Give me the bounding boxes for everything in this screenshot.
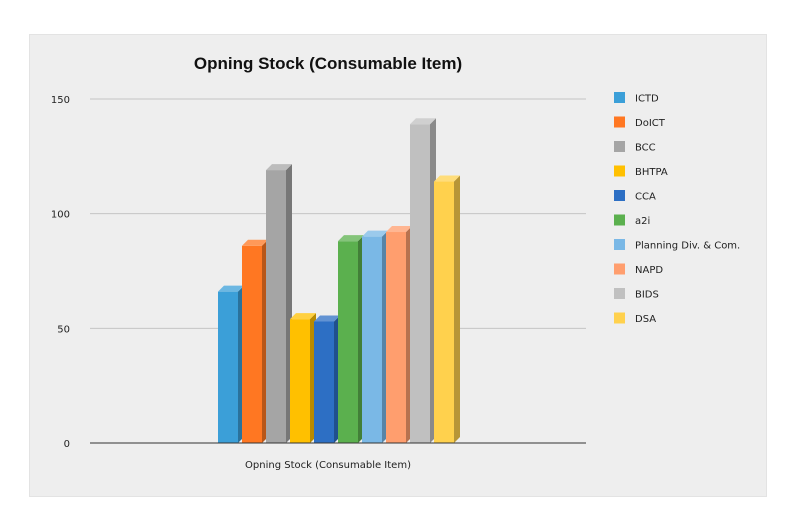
bar bbox=[338, 235, 364, 443]
legend-label: Planning Div. & Com. bbox=[635, 241, 740, 252]
bar-front bbox=[410, 124, 430, 443]
legend-item[interactable]: Planning Div. & Com. bbox=[614, 239, 740, 252]
legend-item[interactable]: DoICT bbox=[614, 116, 666, 130]
legend-swatch bbox=[614, 141, 625, 152]
legend-item[interactable]: NAPD bbox=[614, 263, 663, 277]
bar bbox=[290, 313, 316, 443]
bar bbox=[386, 226, 412, 443]
y-tick-label: 50 bbox=[57, 324, 70, 335]
legend-swatch bbox=[614, 214, 625, 226]
legend-item[interactable]: BIDS bbox=[614, 288, 659, 301]
bar-side bbox=[454, 175, 460, 443]
legend-swatch bbox=[614, 288, 625, 299]
legend-swatch bbox=[614, 312, 625, 324]
legend-swatch bbox=[614, 190, 625, 201]
legend[interactable]: ICTD DoICT BCC BHTPA CCA a2i Planning Div. & C… bbox=[614, 92, 740, 325]
legend-item[interactable]: BHTPA bbox=[614, 165, 668, 179]
bar-top bbox=[386, 226, 412, 233]
y-tick-label: 100 bbox=[51, 210, 70, 221]
y-tick-label: 150 bbox=[51, 95, 70, 106]
bar-top bbox=[242, 239, 268, 246]
bar-top bbox=[290, 313, 316, 320]
bars bbox=[218, 118, 460, 444]
legend-label: DoICT bbox=[635, 118, 666, 129]
bar-top bbox=[314, 315, 340, 322]
legend-label: DSA bbox=[635, 314, 656, 325]
legend-item[interactable]: BCC bbox=[614, 141, 656, 154]
bar-front bbox=[290, 319, 310, 443]
legend-swatch bbox=[614, 263, 625, 275]
bar-front bbox=[314, 321, 334, 443]
y-axis-ticks: 0 50 100 150 bbox=[51, 95, 70, 450]
bar-front bbox=[386, 232, 406, 443]
legend-label: NAPD bbox=[635, 265, 663, 276]
legend-label: ICTD bbox=[635, 94, 659, 105]
x-category-label: Opning Stock (Consumable Item) bbox=[245, 460, 411, 471]
y-tick-label: 0 bbox=[64, 439, 70, 450]
legend-swatch bbox=[614, 92, 625, 103]
bar-front bbox=[338, 241, 358, 443]
bar-front bbox=[218, 291, 238, 443]
bar bbox=[266, 164, 292, 444]
bar bbox=[314, 315, 340, 443]
chart-area: Opning Stock (Consumable Item) 0 50 100 150… bbox=[29, 34, 767, 497]
bar-top bbox=[362, 230, 388, 237]
legend-swatch bbox=[614, 239, 625, 250]
bar-top bbox=[338, 235, 364, 242]
bar-front bbox=[434, 181, 454, 443]
bar-top bbox=[410, 118, 436, 125]
bar-top bbox=[218, 285, 244, 292]
bar bbox=[362, 230, 388, 443]
bar-front bbox=[242, 245, 262, 443]
bar-chart: Opning Stock (Consumable Item) 0 50 100 150… bbox=[51, 54, 740, 471]
legend-item[interactable]: DSA bbox=[614, 312, 656, 326]
bar-top bbox=[434, 175, 460, 182]
legend-item[interactable]: CCA bbox=[614, 190, 656, 203]
legend-label: a2i bbox=[635, 216, 650, 227]
bar-top bbox=[266, 164, 292, 171]
bar-front bbox=[362, 236, 382, 443]
legend-item[interactable]: a2i bbox=[614, 214, 650, 228]
bar bbox=[218, 285, 244, 443]
bar bbox=[242, 239, 268, 443]
bar bbox=[434, 175, 460, 443]
chart-title: Opning Stock (Consumable Item) bbox=[194, 54, 462, 73]
legend-swatch bbox=[614, 116, 625, 128]
bar-front bbox=[266, 170, 286, 444]
legend-label: BIDS bbox=[635, 290, 659, 301]
legend-label: BCC bbox=[635, 143, 656, 154]
bar bbox=[410, 118, 436, 443]
legend-item[interactable]: ICTD bbox=[614, 92, 659, 105]
legend-label: BHTPA bbox=[635, 167, 668, 178]
legend-swatch bbox=[614, 165, 625, 177]
legend-label: CCA bbox=[635, 192, 656, 203]
